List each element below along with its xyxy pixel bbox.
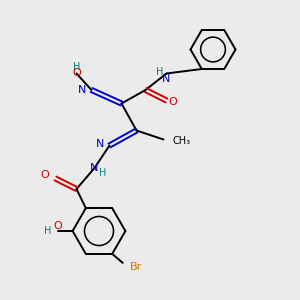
Text: N: N (162, 74, 171, 84)
Text: O: O (40, 170, 49, 181)
Text: H: H (44, 226, 52, 236)
Text: N: N (78, 85, 86, 95)
Text: H: H (99, 168, 106, 178)
Text: N: N (96, 139, 104, 149)
Text: O: O (72, 68, 81, 79)
Text: O: O (53, 220, 62, 231)
Text: H: H (156, 67, 164, 77)
Text: H: H (73, 62, 80, 72)
Text: Br: Br (130, 262, 142, 272)
Text: CH₃: CH₃ (172, 136, 190, 146)
Text: N: N (90, 163, 99, 173)
Text: O: O (169, 97, 178, 107)
